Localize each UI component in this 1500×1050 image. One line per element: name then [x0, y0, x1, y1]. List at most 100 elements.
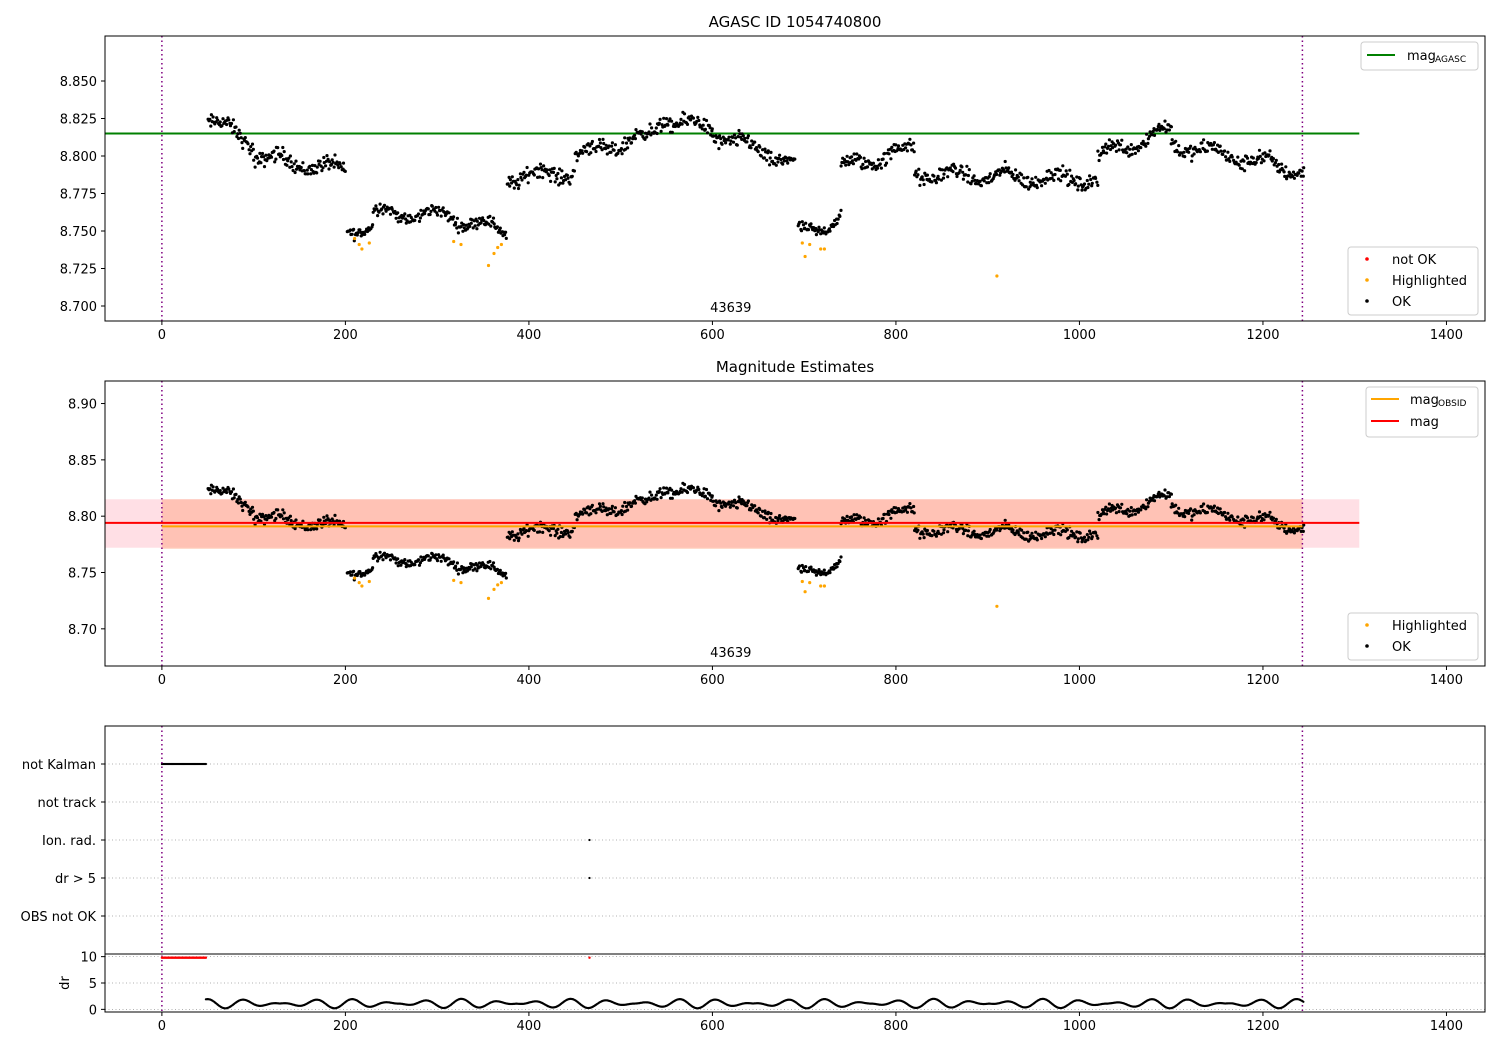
legend-label: Highlighted	[1392, 619, 1467, 634]
highlighted-point	[808, 581, 812, 585]
ok-point	[864, 159, 868, 164]
ok-point	[800, 220, 804, 224]
ok-point	[461, 229, 465, 233]
ok-point	[251, 147, 255, 151]
ok-point	[239, 500, 243, 505]
ok-point	[396, 557, 400, 561]
ok-point	[211, 485, 215, 489]
ok-point	[258, 151, 262, 155]
ok-point	[255, 156, 260, 160]
highlighted-point	[800, 241, 804, 245]
ok-point	[1117, 148, 1121, 152]
p1-x-tick-label: 1200	[1246, 328, 1279, 343]
ok-point	[520, 532, 524, 536]
ok-point	[1263, 151, 1267, 155]
ok-point	[1226, 511, 1230, 515]
legend-label: OK	[1392, 295, 1411, 310]
ok-point	[570, 529, 574, 534]
highlighted-point	[486, 263, 491, 268]
ok-point	[1030, 531, 1034, 535]
ok-point	[1082, 535, 1087, 539]
ok-point	[481, 216, 485, 220]
highlighted-point	[803, 590, 807, 594]
ok-point	[215, 116, 219, 120]
ok-point	[784, 156, 788, 160]
ok-point	[234, 125, 238, 129]
ok-point	[987, 175, 991, 179]
ok-point	[1162, 494, 1166, 498]
ok-point	[647, 496, 651, 500]
ok-point	[437, 205, 441, 209]
ok-point	[258, 512, 262, 516]
ok-point	[1068, 168, 1072, 172]
ok-point	[648, 490, 652, 494]
y-tick-label: 8.75	[68, 567, 97, 582]
legend-marker	[1365, 278, 1369, 282]
ok-point	[583, 145, 587, 149]
ok-point	[948, 166, 952, 170]
ok-point	[909, 143, 913, 147]
ok-point	[1088, 529, 1092, 533]
ok-point	[1271, 516, 1275, 520]
ok-point	[997, 168, 1001, 172]
ok-point	[988, 172, 992, 176]
ok-point	[276, 508, 280, 512]
ok-point	[437, 553, 441, 557]
ok-point	[396, 564, 400, 568]
ok-point	[241, 508, 245, 513]
ok-point	[594, 511, 598, 515]
ok-point	[1096, 149, 1100, 153]
chart-title: Magnitude Estimates	[716, 358, 874, 376]
ok-point	[1114, 149, 1118, 153]
ok-point	[1144, 144, 1148, 148]
ok-point	[966, 180, 970, 184]
ok-point	[371, 566, 375, 570]
ok-point	[1162, 127, 1166, 131]
ok-point	[1111, 146, 1115, 150]
ok-point	[995, 172, 999, 177]
ok-point	[987, 181, 991, 185]
ok-point	[1035, 186, 1039, 190]
ok-point	[250, 142, 255, 146]
ok-point	[559, 176, 564, 180]
ok-point	[761, 148, 765, 152]
ok-point	[238, 131, 242, 135]
ok-point	[308, 164, 312, 168]
ok-point	[1049, 171, 1053, 175]
ok-point	[310, 163, 315, 167]
highlighted-point	[486, 596, 491, 601]
ok-point	[732, 498, 737, 502]
ok-point	[504, 230, 508, 234]
ok-point	[289, 160, 293, 164]
ok-point	[839, 555, 843, 559]
ok-point	[333, 513, 337, 518]
ok-point	[1096, 536, 1100, 540]
ok-point	[633, 501, 638, 505]
ok-point	[1120, 502, 1124, 506]
ok-point	[375, 207, 379, 211]
ok-point	[626, 146, 630, 150]
ok-point	[731, 135, 735, 139]
ok-point	[1243, 169, 1247, 173]
ok-point	[887, 152, 891, 156]
ok-point	[524, 173, 529, 177]
ok-point	[572, 169, 577, 173]
ok-point	[461, 571, 465, 575]
ok-point	[623, 136, 627, 140]
ok-point	[447, 211, 451, 215]
highlighted-point	[353, 576, 357, 580]
ok-point	[477, 216, 482, 220]
ok-point	[1100, 145, 1105, 149]
ok-point	[850, 159, 855, 163]
ok-point	[281, 517, 286, 521]
ok-point	[231, 118, 235, 122]
obsid-label: 43639	[710, 646, 751, 661]
ok-point	[570, 174, 574, 178]
ok-point	[912, 511, 916, 515]
ok-point	[1286, 174, 1290, 178]
ok-point	[1128, 147, 1132, 151]
ok-point	[581, 512, 585, 516]
ok-point	[858, 515, 863, 519]
ok-point	[1125, 151, 1129, 155]
ok-point	[1040, 184, 1044, 188]
